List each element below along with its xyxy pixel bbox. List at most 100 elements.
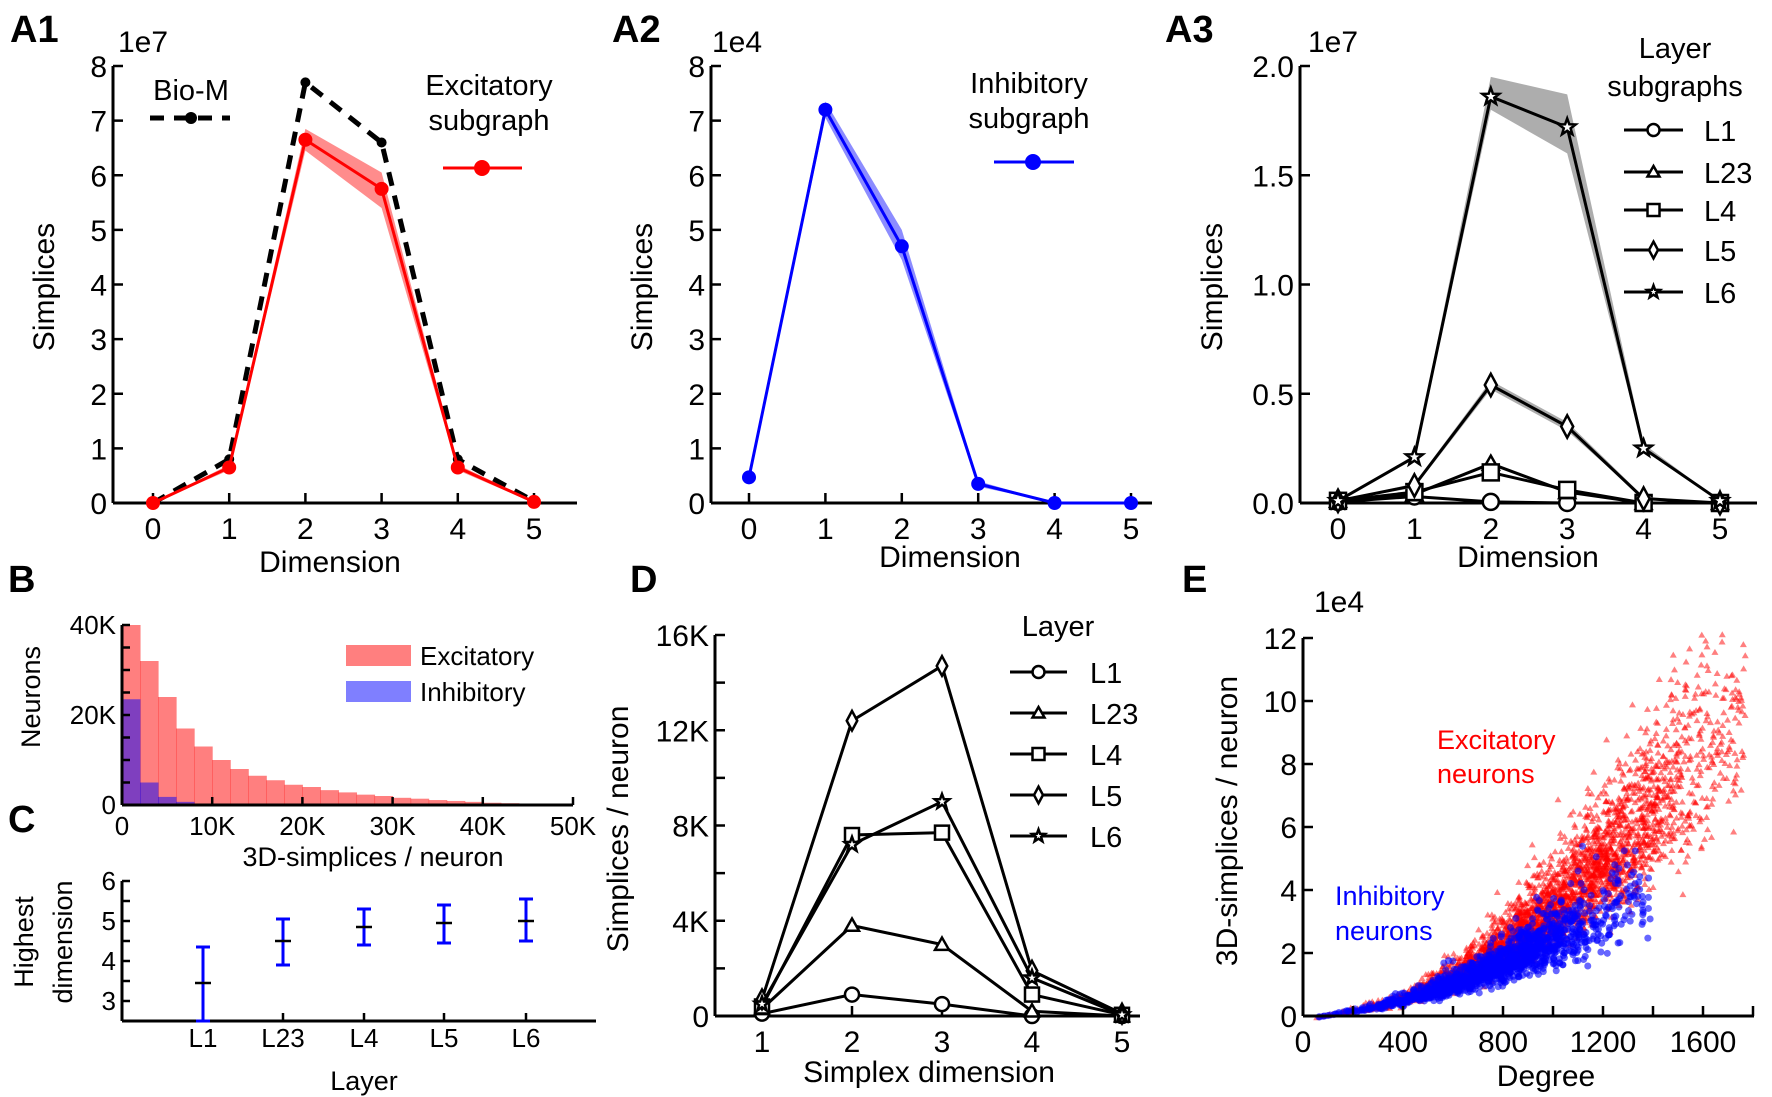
scatter-point (1725, 797, 1733, 804)
scatter-point (1506, 923, 1514, 931)
scatter-point (1710, 760, 1718, 767)
scatter-point (1638, 864, 1646, 871)
y-tick-label: 16K (656, 620, 709, 653)
scatter-point (1442, 966, 1450, 974)
data-point (1047, 496, 1062, 510)
x-axis-label: Dimension (1457, 541, 1599, 574)
scatter-point (1523, 907, 1531, 914)
legend-marker-l23 (1645, 163, 1662, 178)
data-point (1708, 488, 1732, 511)
scatter-point (1678, 733, 1686, 740)
scatter-point (1625, 889, 1633, 897)
histogram-bar-excitatory (320, 790, 339, 805)
scatter-point (1670, 819, 1678, 826)
scatter-point (1639, 906, 1647, 914)
scatter-point (1540, 909, 1548, 917)
scatter-point (1528, 841, 1536, 848)
scatter-point (1620, 847, 1628, 855)
x-axis-label: Simplex dimension (803, 1056, 1055, 1089)
scatter-point (1515, 932, 1523, 940)
scatter-point (1667, 676, 1675, 683)
scatter-point (1677, 770, 1685, 777)
scatter-point (1540, 858, 1548, 865)
scatter-point (1512, 914, 1520, 922)
scatter-point (1581, 909, 1589, 917)
histogram-bar-excitatory (266, 780, 285, 805)
scatter-point (1638, 771, 1646, 778)
scatter-point (1545, 865, 1553, 872)
scatter-point (1517, 942, 1525, 950)
x-tick-label: 20K (279, 811, 326, 841)
y-tick-label: 0 (688, 488, 705, 521)
scatter-point (1730, 828, 1738, 835)
histogram-bar-inhibitory (140, 782, 159, 805)
y-tick-label: 3 (90, 324, 107, 357)
y-tick-label: 4 (90, 270, 107, 303)
scatter-point (1586, 902, 1594, 910)
scatter-point (1524, 930, 1532, 938)
scatter-point (1588, 848, 1596, 855)
scatter-point (1641, 880, 1649, 887)
scatter-point (1682, 658, 1690, 665)
scatter-point (1561, 833, 1569, 840)
scatter-point (1693, 765, 1701, 772)
scatter-point (1617, 920, 1625, 928)
scatter-point (1630, 841, 1638, 848)
scatter-point (1552, 967, 1560, 975)
y-tick-label: 5 (90, 215, 107, 248)
scatter-point (1450, 950, 1458, 957)
scatter-point (1574, 912, 1582, 920)
scatter-point (1664, 742, 1672, 749)
scatter-point (1628, 701, 1636, 708)
scatter-point (1659, 753, 1667, 760)
scatter-point (1608, 902, 1616, 910)
y-tick-label: 2.0 (1252, 51, 1294, 84)
scatter-point (1583, 814, 1591, 821)
scatter-point (1594, 794, 1602, 801)
scatter-point (1630, 862, 1638, 869)
scatter-point (1597, 876, 1605, 883)
scatter-point (1506, 910, 1514, 917)
scatter-point (1581, 853, 1589, 860)
scatter-point (1666, 803, 1674, 810)
scatter-point (1552, 962, 1560, 970)
scatter-point (1646, 854, 1654, 861)
scatter-point (1667, 858, 1675, 865)
scatter-point (1593, 828, 1601, 835)
scatter-point (1614, 877, 1622, 885)
data-point (374, 181, 389, 196)
scatter-point (1638, 892, 1646, 900)
scatter-point (1636, 873, 1644, 881)
scatter-point (1520, 961, 1528, 969)
scatter-point (1642, 760, 1650, 767)
histogram-bar-excitatory (410, 798, 430, 805)
x-axis-label: 3D-simplices / neuron (242, 842, 503, 872)
scatter-point (1627, 826, 1635, 833)
panel-label: B (8, 559, 35, 601)
y-tick-label: 2 (90, 379, 107, 412)
scatter-point (1678, 822, 1686, 829)
scatter-point (1657, 826, 1665, 833)
scatter-point (1702, 637, 1710, 644)
scatter-point (1483, 952, 1491, 960)
scatter-point (1616, 820, 1624, 827)
scatter-point (1571, 901, 1579, 909)
legend-swatch-excitatory (346, 645, 411, 666)
x-tick-label: L4 (350, 1023, 379, 1053)
scatter-point (1623, 796, 1631, 803)
histogram-bar-excitatory (356, 794, 376, 805)
scatter-point (1704, 826, 1712, 833)
scatter-point (1574, 867, 1582, 875)
scatter-point (1713, 745, 1721, 752)
histogram-bar-excitatory (338, 792, 358, 805)
scatter-point (1669, 716, 1677, 723)
x-tick-label: 4 (1024, 1026, 1041, 1059)
scatter-point (1574, 922, 1582, 930)
y-multiplier: 1e7 (1308, 26, 1358, 59)
scatter-point (1497, 976, 1505, 984)
legend-label-l23: L23 (1704, 158, 1752, 190)
scatter-point (1632, 756, 1640, 763)
scatter-point (1362, 1003, 1370, 1011)
scatter-point (1579, 842, 1587, 850)
